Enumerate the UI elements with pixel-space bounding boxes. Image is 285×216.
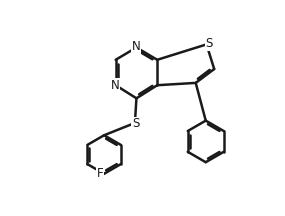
Text: S: S — [205, 37, 213, 50]
Text: F: F — [97, 167, 103, 180]
Text: S: S — [132, 117, 139, 130]
Text: N: N — [111, 79, 119, 92]
Text: N: N — [132, 40, 141, 53]
